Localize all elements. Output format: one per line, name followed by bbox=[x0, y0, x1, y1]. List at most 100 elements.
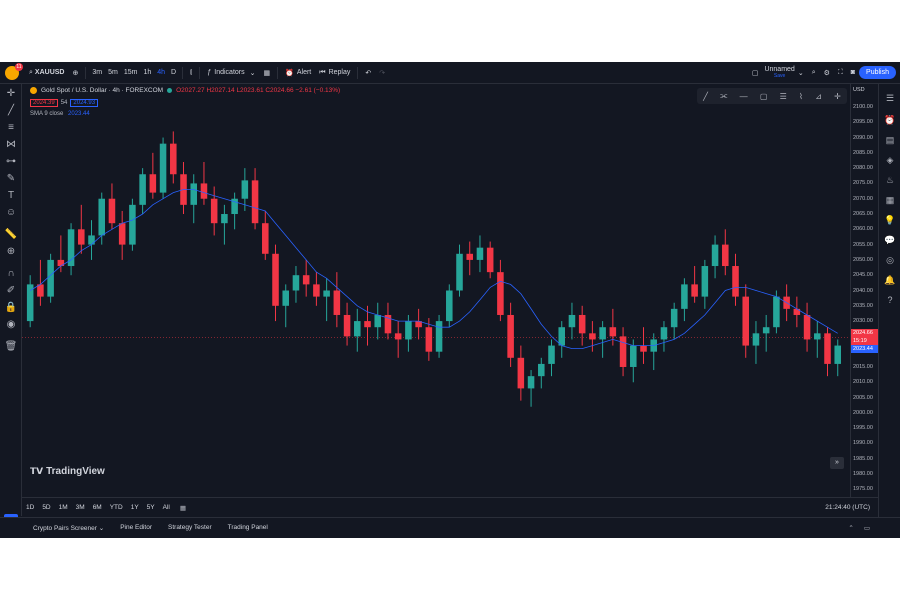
price-tick-label: 2060.00 bbox=[853, 226, 873, 233]
layouts-button[interactable]: ▦ bbox=[260, 62, 275, 84]
layers-icon[interactable]: ◈ bbox=[886, 155, 894, 165]
lock-icon[interactable]: 🔒 bbox=[4, 302, 18, 313]
maximize-icon[interactable]: ▭ bbox=[863, 525, 870, 532]
horizontal-line-icon[interactable]: — bbox=[739, 91, 748, 101]
crosshair-icon[interactable]: ✛ bbox=[6, 88, 16, 99]
range-3m[interactable]: 3M bbox=[75, 504, 85, 511]
fib-icon[interactable]: ≡ bbox=[8, 122, 14, 133]
pattern-icon[interactable]: ⋈ bbox=[6, 139, 16, 150]
user-avatar[interactable]: 11 bbox=[5, 62, 23, 80]
candle-body bbox=[640, 345, 647, 352]
price-tick-label: 2050.00 bbox=[853, 256, 873, 263]
replay-button[interactable]: ⏮ Replay bbox=[315, 62, 354, 84]
buy-price-button[interactable]: 2024.93 bbox=[70, 99, 99, 107]
ideas-icon[interactable]: 💡 bbox=[884, 215, 896, 225]
candle-body bbox=[834, 345, 842, 364]
scroll-right-button[interactable]: » bbox=[830, 457, 844, 469]
alert-button[interactable]: ⏰ Alert bbox=[281, 62, 315, 84]
indicators-button[interactable]: ƒ Indicators ⌄ bbox=[203, 62, 259, 84]
trash-icon[interactable]: 🗑 bbox=[4, 341, 18, 352]
search-icon: ⌕ bbox=[811, 68, 816, 76]
fib-tool-icon[interactable]: ☰ bbox=[779, 91, 787, 101]
undo-button[interactable]: ↶ bbox=[361, 62, 375, 84]
crosshair-tool-icon[interactable]: ✛ bbox=[834, 91, 841, 101]
panel-tab-trading-panel[interactable]: Trading Panel bbox=[227, 524, 268, 531]
utc-clock[interactable]: 21:24:40 (UTC) bbox=[825, 504, 870, 511]
price-chart[interactable] bbox=[22, 84, 850, 497]
long-position-icon[interactable]: ⊿ bbox=[815, 91, 822, 101]
range-6m[interactable]: 6M bbox=[92, 504, 102, 511]
range-1y[interactable]: 1Y bbox=[130, 504, 139, 511]
bottom-panel-tabs: Crypto Pairs Screener ⌄ Pine Editor Strate… bbox=[0, 517, 900, 538]
calendar-icon[interactable]: ▦ bbox=[179, 504, 187, 512]
line-tool-icon[interactable]: ╱ bbox=[703, 91, 708, 101]
price-tick-label: 1990.00 bbox=[853, 440, 873, 447]
tradingview-watermark: 𝗧𝗩 TradingView bbox=[30, 466, 105, 477]
eye-icon[interactable]: ◉ bbox=[6, 319, 16, 330]
magnet-icon[interactable]: ∩ bbox=[7, 268, 15, 279]
panel-tab-pine-editor[interactable]: Pine Editor bbox=[120, 524, 153, 531]
range-5d[interactable]: 5D bbox=[42, 504, 51, 511]
alerts-icon[interactable]: ⏰ bbox=[884, 115, 896, 125]
calendar-icon[interactable]: ▦ bbox=[885, 195, 895, 205]
zoom-in-icon[interactable]: ⊕ bbox=[6, 246, 16, 257]
notifications-icon[interactable]: 🔔 bbox=[884, 275, 896, 285]
range-5y[interactable]: 5Y bbox=[146, 504, 155, 511]
chart-type-button[interactable]: ⫾ bbox=[186, 62, 196, 84]
divider bbox=[182, 66, 184, 79]
fullscreen-button[interactable]: ⛶ bbox=[834, 62, 847, 84]
watchlist-icon[interactable]: ☰ bbox=[885, 93, 895, 103]
text-icon[interactable]: T bbox=[7, 190, 15, 201]
streams-icon[interactable]: ◎ bbox=[886, 255, 894, 265]
channel-tool-icon[interactable]: ⫘ bbox=[720, 91, 728, 100]
trend-line-icon[interactable]: ╱ bbox=[7, 105, 15, 116]
publish-button[interactable]: Publish bbox=[859, 66, 896, 79]
path-icon[interactable]: ⌇ bbox=[799, 91, 803, 101]
search-button[interactable]: ⌕ bbox=[808, 62, 820, 84]
price-tick-label: 2005.00 bbox=[853, 394, 873, 401]
symbol-search[interactable]: ⌕ XAUUSD bbox=[25, 62, 68, 84]
range-1d[interactable]: 1D bbox=[26, 504, 35, 511]
settings-button[interactable]: ⚙ bbox=[820, 62, 834, 84]
range-all[interactable]: All bbox=[162, 504, 170, 511]
compare-button[interactable]: ⊕ bbox=[68, 62, 82, 84]
layout-menu[interactable]: ▢ Unnamed Save ⌄ bbox=[748, 62, 808, 84]
interval-5m[interactable]: 5m bbox=[108, 69, 118, 76]
interval-3m[interactable]: 3m bbox=[92, 69, 103, 76]
candle bbox=[200, 162, 208, 205]
market-status-icon bbox=[167, 88, 173, 93]
range-ytd[interactable]: YTD bbox=[109, 504, 123, 511]
candle-body bbox=[231, 198, 238, 215]
help-icon[interactable]: ? bbox=[887, 295, 893, 305]
panel-tab-crypto-pairs-screener[interactable]: Crypto Pairs Screener ⌄ bbox=[33, 525, 105, 532]
projection-icon[interactable]: ⊶ bbox=[6, 156, 16, 167]
interval-1h[interactable]: 1h bbox=[143, 69, 152, 76]
candle bbox=[364, 305, 371, 346]
interval-4h[interactable]: 4h bbox=[157, 69, 166, 76]
sell-price-button[interactable]: 2024.39 bbox=[30, 99, 58, 107]
data-window-icon[interactable]: ▤ bbox=[885, 135, 895, 145]
panel-tab-strategy-tester[interactable]: Strategy Tester bbox=[168, 524, 212, 531]
snapshot-button[interactable]: ◙ bbox=[847, 62, 859, 84]
interval-15m[interactable]: 15m bbox=[123, 69, 138, 76]
range-1m[interactable]: 1M bbox=[58, 504, 68, 511]
draw-mode-icon[interactable]: ✐ bbox=[6, 285, 16, 296]
price-tick-label: 2035.00 bbox=[853, 302, 873, 309]
layout-name: Unnamed bbox=[764, 65, 795, 73]
hotlist-icon[interactable]: ♨ bbox=[885, 175, 895, 185]
chat-icon[interactable]: 💬 bbox=[884, 235, 896, 245]
smile-icon[interactable]: ☺ bbox=[5, 207, 17, 218]
price-tick-label: 2080.00 bbox=[853, 165, 873, 172]
redo-button[interactable]: ↷ bbox=[375, 62, 389, 84]
chevron-up-icon[interactable]: ⌃ bbox=[848, 525, 854, 532]
interval-D[interactable]: D bbox=[171, 69, 177, 76]
price-tick-label: 2075.00 bbox=[853, 180, 873, 187]
price-tick-label: 1975.00 bbox=[853, 486, 873, 493]
brush-icon[interactable]: ✎ bbox=[6, 173, 16, 184]
tradingview-window: 11 ⌕ XAUUSD ⊕ 3m 5m 15m 1h 4h D ⫾ ƒ Indicator… bbox=[0, 62, 900, 538]
redo-icon: ↷ bbox=[379, 69, 386, 77]
rectangle-icon[interactable]: ▢ bbox=[759, 91, 768, 101]
candle bbox=[67, 223, 75, 276]
price-axis[interactable]: USD 2100.00 2095.00 2090.00 2085.00 2080.00 2… bbox=[850, 84, 878, 497]
ruler-icon[interactable]: 📏 bbox=[4, 229, 18, 240]
